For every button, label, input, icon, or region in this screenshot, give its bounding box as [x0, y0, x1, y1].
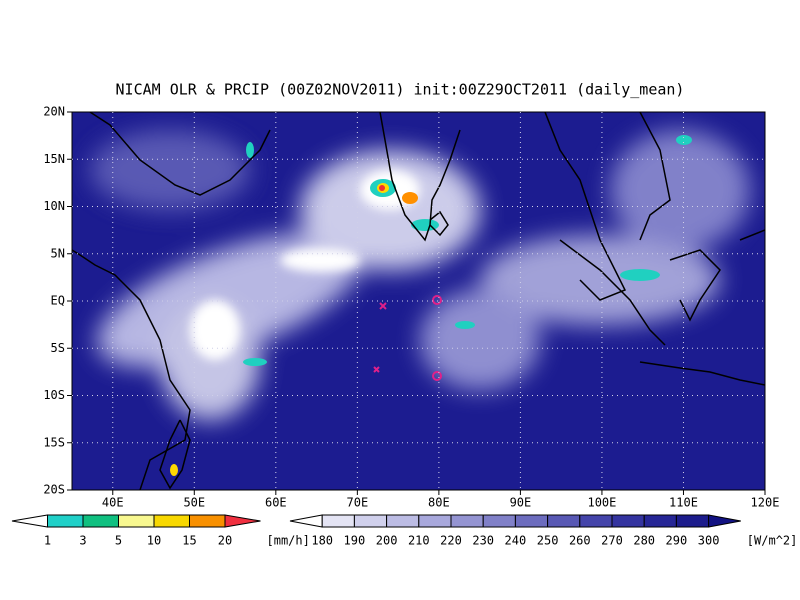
axes: 20N 15N 10N 5N EQ 5S 10S 15S 20S 40E 50E 60E 70E 80E 9…: [43, 105, 779, 510]
colorbar-box: [675, 514, 710, 528]
colorbar-label: 300: [698, 534, 720, 548]
lon-label: 60E: [265, 496, 287, 510]
colorbar-label: 5: [115, 534, 122, 548]
colorbar-box: [579, 514, 613, 528]
colorbar-label: 20: [218, 534, 232, 548]
colorbar-label: 250: [537, 534, 559, 548]
colorbar-box: [47, 514, 84, 528]
colorbar-label: 10: [147, 534, 161, 548]
lon-label: 100E: [587, 496, 616, 510]
lon-label: 50E: [183, 496, 205, 510]
colorbar-label: 240: [505, 534, 527, 548]
colorbar-box: [514, 514, 549, 528]
colorbar-box: [321, 514, 355, 528]
title: NICAM OLR & PRCIP (00Z02NOV2011) init:00…: [116, 81, 685, 99]
colorbar-unit: [W/m^2]: [747, 534, 798, 548]
lat-label: 15S: [43, 435, 65, 449]
colorbar-label: 220: [440, 534, 462, 548]
colorbar-box: [611, 514, 645, 528]
colorbar-label: 280: [633, 534, 655, 548]
lon-label: 40E: [102, 496, 124, 510]
lon-label: 90E: [510, 496, 532, 510]
colorbar-label: 270: [601, 534, 623, 548]
colorbar-label: 230: [472, 534, 494, 548]
lon-label: 80E: [428, 496, 450, 510]
colorbar-label: 3: [79, 534, 86, 548]
colorbar-label: 180: [311, 534, 333, 548]
colorbar-label: 190: [344, 534, 366, 548]
colorbar-arrow: [708, 514, 741, 528]
lon-label: 110E: [669, 496, 698, 510]
colorbar-box: [189, 514, 226, 528]
colorbars: 1 3 5 10 15 20 [mm/h] 180 190 200 210 220 230 240 250 2…: [11, 514, 798, 548]
colorbar-arrow: [224, 514, 261, 528]
colorbar-label: 290: [666, 534, 688, 548]
lat-label: 5N: [51, 246, 65, 260]
colorbar-box: [450, 514, 484, 528]
colorbar-box: [482, 514, 516, 528]
colorbar-arrow: [289, 514, 323, 528]
colorbar-unit: [mm/h]: [267, 534, 310, 548]
precip-patches: [170, 135, 692, 476]
colorbar-box: [353, 514, 388, 528]
lat-label: 15N: [43, 152, 65, 166]
colorbar-label: 260: [569, 534, 591, 548]
map-field: [72, 112, 765, 490]
colorbar-label: 15: [182, 534, 196, 548]
lon-label: 120E: [751, 496, 780, 510]
coastlines: [72, 112, 765, 490]
colorbar-box: [643, 514, 677, 528]
lat-label: 10S: [43, 388, 65, 402]
lat-label: EQ: [51, 294, 65, 308]
lon-label: 70E: [347, 496, 369, 510]
colorbar-box: [118, 514, 155, 528]
colorbar-box: [418, 514, 452, 528]
colorbar-box: [386, 514, 420, 528]
colorbar-box: [153, 514, 190, 528]
colorbar-arrow: [11, 514, 48, 528]
colorbar-label: 210: [408, 534, 430, 548]
colorbar-box: [547, 514, 581, 528]
lat-label: 20S: [43, 483, 65, 497]
markers: [373, 295, 442, 381]
lat-label: 5S: [51, 341, 65, 355]
colorbar-box: [82, 514, 119, 528]
colorbar-label: 200: [376, 534, 398, 548]
lat-label: 20N: [43, 105, 65, 119]
colorbar-label: 1: [44, 534, 51, 548]
lat-label: 10N: [43, 199, 65, 213]
